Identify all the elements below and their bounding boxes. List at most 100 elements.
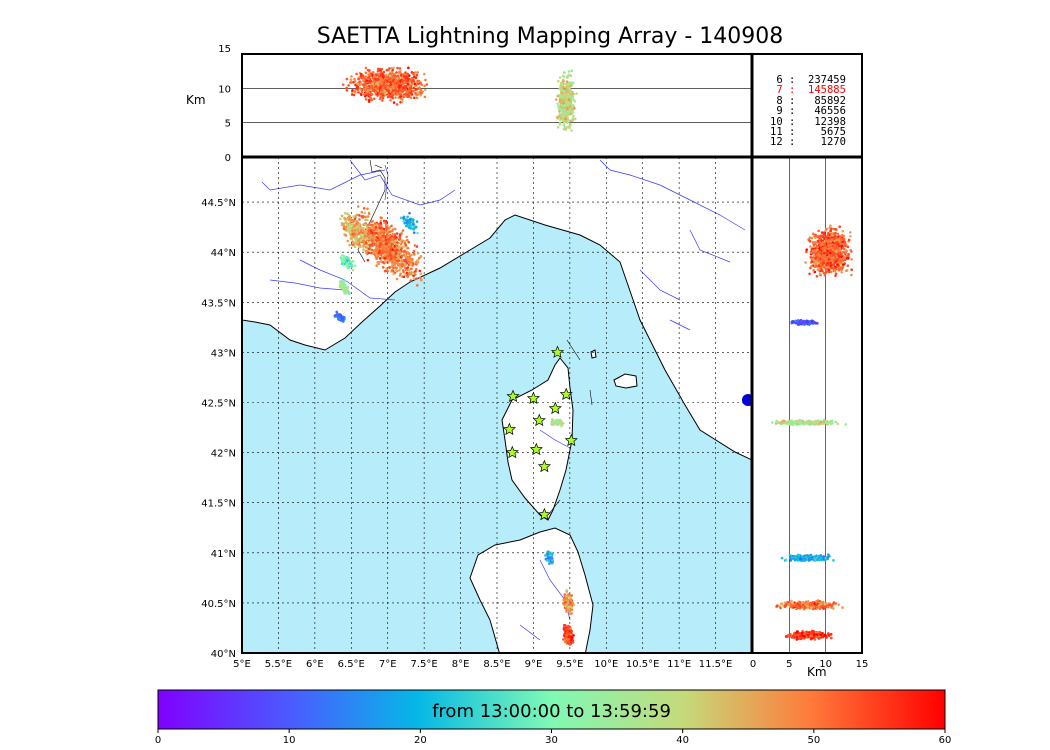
- lightning-source: [379, 216, 383, 219]
- lightning-source: [770, 421, 774, 424]
- lightning-source: [384, 81, 388, 84]
- lightning-source: [412, 252, 416, 255]
- lightning-source: [397, 259, 400, 262]
- lightning-source: [362, 223, 365, 226]
- lightning-source: [849, 234, 852, 238]
- lightning-source: [399, 79, 402, 83]
- lightning-source: [409, 259, 412, 263]
- lightning-source: [406, 94, 410, 97]
- lightning-source: [396, 66, 399, 70]
- lightning-source: [827, 241, 830, 245]
- lightning-source: [414, 267, 418, 271]
- plan-y-tick-labels: 40°N40.5°N41°N41.5°N42°N42.5°N43°N43.5°N…: [201, 198, 236, 660]
- lightning-source: [391, 263, 394, 267]
- lightning-source: [807, 420, 811, 424]
- lightning-source: [415, 220, 419, 223]
- lightning-source: [567, 118, 570, 122]
- lightning-source: [379, 221, 382, 225]
- lightning-source: [364, 215, 367, 219]
- lightning-source: [836, 267, 839, 270]
- lightning-source: [413, 71, 417, 74]
- plan-x-tick-label: 5°E: [233, 659, 251, 670]
- lightning-source: [364, 223, 367, 227]
- lightning-source: [378, 97, 382, 101]
- lightning-source: [364, 66, 368, 70]
- lightning-source: [383, 221, 386, 225]
- lightning-source: [824, 229, 827, 233]
- lightning-source: [550, 559, 554, 562]
- lightning-source: [388, 92, 392, 96]
- lightning-source: [833, 269, 837, 273]
- lightning-source: [407, 257, 410, 260]
- lightning-source: [567, 110, 571, 113]
- lightning-source: [369, 86, 373, 90]
- lightning-source: [409, 279, 413, 282]
- lightning-source: [838, 225, 842, 228]
- lightning-source: [557, 114, 561, 118]
- lightning-source: [411, 76, 414, 80]
- lightning-source: [403, 88, 407, 92]
- lightning-source: [566, 116, 569, 119]
- plan-y-tick-label: 44°N: [211, 248, 236, 259]
- altitude-lat-panel: 0 5 10 15 Km: [750, 157, 868, 679]
- top-gridlines: [242, 88, 752, 123]
- lightning-source: [395, 103, 399, 106]
- lightning-source: [399, 272, 403, 276]
- sensor-station: [537, 507, 551, 521]
- lightning-source: [415, 88, 418, 91]
- lightning-source: [416, 231, 419, 235]
- lightning-source: [351, 89, 354, 92]
- lightning-source: [570, 637, 573, 640]
- lightning-source: [359, 72, 363, 76]
- lightning-source: [413, 244, 417, 247]
- lightning-source: [568, 612, 572, 616]
- lightning-source: [395, 257, 399, 261]
- lightning-source: [361, 83, 365, 87]
- lightning-source: [372, 75, 375, 79]
- lightning-source: [834, 274, 837, 278]
- lightning-source: [356, 82, 359, 86]
- lightning-source: [377, 67, 380, 71]
- lightning-source: [403, 94, 407, 98]
- lightning-source: [368, 234, 372, 237]
- lightning-source: [564, 594, 568, 598]
- lightning-source: [835, 250, 838, 254]
- lightning-source: [567, 605, 570, 609]
- lightning-source: [357, 245, 361, 249]
- lightning-source: [403, 250, 406, 253]
- lightning-source: [391, 255, 395, 259]
- lightning-source: [347, 292, 351, 296]
- lightning-source: [416, 260, 420, 264]
- lightning-source: [395, 269, 399, 273]
- lightning-source: [391, 259, 394, 263]
- lightning-source: [391, 68, 395, 72]
- lightning-source: [565, 80, 569, 83]
- lightning-source: [831, 233, 834, 237]
- lightning-source: [349, 227, 352, 230]
- lightning-source: [394, 90, 398, 93]
- sensor-station: [559, 387, 573, 401]
- lightning-source: [572, 634, 575, 637]
- lightning-source: [832, 258, 836, 262]
- lightning-source: [562, 105, 566, 109]
- lightning-source: [406, 238, 409, 242]
- lightning-source: [343, 292, 347, 295]
- top-y-tick-label: 0: [225, 153, 231, 164]
- lightning-source: [841, 233, 844, 237]
- lightning-source: [356, 86, 359, 89]
- lightning-source: [789, 421, 793, 424]
- lightning-source: [567, 93, 570, 97]
- lightning-source: [396, 253, 400, 257]
- lightning-source: [385, 226, 388, 229]
- lightning-source: [808, 236, 812, 239]
- lightning-source: [380, 256, 384, 259]
- lightning-source: [553, 420, 557, 423]
- lightning-source: [376, 82, 380, 85]
- lightning-source: [814, 257, 817, 260]
- lightning-source: [823, 259, 826, 262]
- lightning-source: [415, 277, 418, 280]
- lightning-source: [546, 550, 550, 554]
- lightning-source: [393, 262, 396, 266]
- lightning-source: [348, 231, 352, 234]
- lightning-source: [829, 264, 833, 267]
